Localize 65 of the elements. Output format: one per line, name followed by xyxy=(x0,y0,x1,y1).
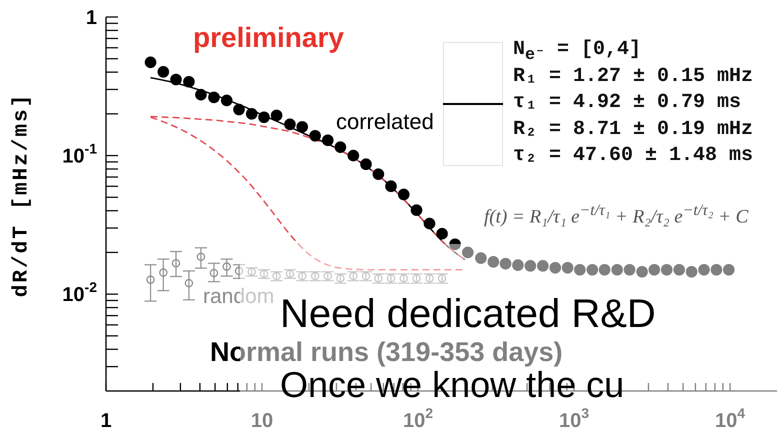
series-label: random xyxy=(203,284,274,310)
point xyxy=(144,56,156,68)
annotation: f(t) = R₁/τ₁ e$^{−t/τ₁}$ + R₂/τ₂ e$^{−t/τ₂}$ + C xyxy=(484,201,748,230)
point xyxy=(462,246,474,258)
point xyxy=(488,256,500,268)
point xyxy=(284,118,296,130)
point xyxy=(158,66,170,78)
point xyxy=(322,134,334,146)
point xyxy=(210,268,218,278)
point xyxy=(500,258,512,270)
point xyxy=(475,252,487,264)
point xyxy=(246,108,258,120)
point xyxy=(208,92,220,104)
annotation: preliminary xyxy=(193,21,344,55)
point xyxy=(234,266,244,276)
point xyxy=(172,259,180,268)
y-axis-title: dR/dT [mHz/ms] xyxy=(10,92,34,298)
point xyxy=(220,94,233,106)
point xyxy=(574,264,586,276)
x-tick-label: 10 xyxy=(250,410,274,431)
point xyxy=(586,264,598,276)
annotation: R₁ = 1.27 ± 0.15 mHz xyxy=(513,64,754,88)
point xyxy=(436,228,448,240)
point xyxy=(385,180,397,192)
point xyxy=(424,218,436,230)
point xyxy=(222,262,231,271)
point xyxy=(233,104,245,116)
annotation: R₂ = 8.71 ± 0.19 mHz xyxy=(513,116,754,142)
annotation: Need dedicated R&D xyxy=(280,292,656,336)
series-label: correlated xyxy=(336,109,434,134)
x-tick-label: 10$^{2}$ xyxy=(402,405,434,431)
x-tick-label: 10$^{3}$ xyxy=(559,405,590,431)
point xyxy=(398,188,410,200)
annotation: N$_{e⁻}$ = [0,4] xyxy=(513,38,642,65)
point xyxy=(159,268,168,277)
point xyxy=(334,141,346,153)
point xyxy=(524,260,536,272)
point xyxy=(598,264,610,276)
y-tick-label: 1 xyxy=(86,7,97,29)
point xyxy=(348,150,360,162)
point xyxy=(146,276,155,284)
point xyxy=(549,262,562,274)
x-tick-label: 10$^{4}$ xyxy=(715,405,746,431)
y-tick-label: 10$^{-1}$ xyxy=(62,140,98,168)
annotation: τ₂ = 47.60 ± 1.48 ms xyxy=(513,143,754,168)
point xyxy=(512,259,524,271)
point xyxy=(183,76,195,88)
point xyxy=(296,121,308,133)
point xyxy=(309,130,321,142)
point xyxy=(196,252,206,261)
point xyxy=(372,168,384,180)
point xyxy=(170,74,182,86)
x-tick-label: 1 xyxy=(100,410,112,431)
point xyxy=(184,278,194,288)
annotation: τ₁ = 4.92 ± 0.79 ms xyxy=(513,90,742,115)
point xyxy=(449,238,461,250)
point xyxy=(258,111,270,124)
point xyxy=(360,158,372,170)
y-tick-label: 10$^{-2}$ xyxy=(62,279,98,306)
annotation: Normal runs (319-353 days) xyxy=(210,337,563,367)
point xyxy=(537,260,549,272)
point xyxy=(562,262,574,274)
point xyxy=(270,110,282,122)
point xyxy=(195,88,207,100)
point xyxy=(410,204,422,216)
